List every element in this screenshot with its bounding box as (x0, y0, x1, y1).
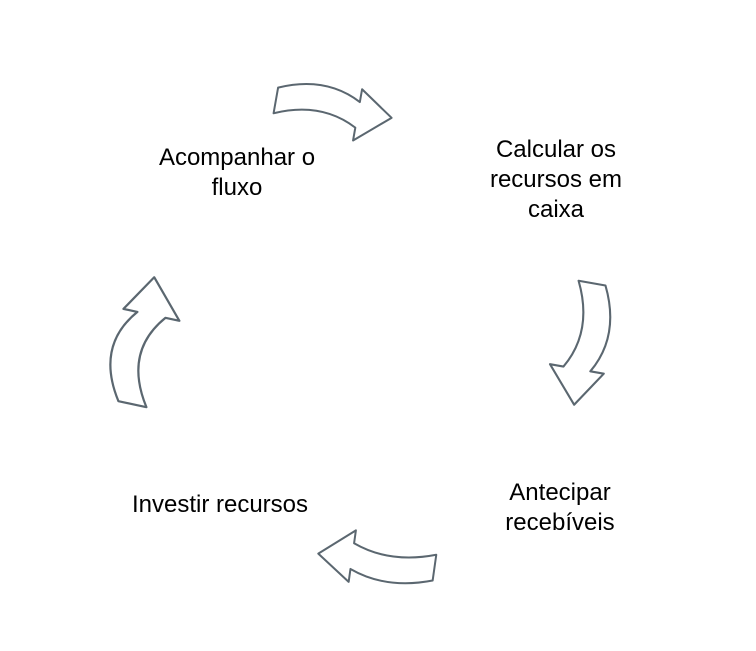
arrow-top-icon (230, 10, 430, 210)
arrow-right-icon (482, 240, 682, 440)
arrow-left-icon (45, 245, 245, 445)
arrow-bottom-icon (280, 460, 480, 651)
node-calcular: Calcular os recursos em caixa (446, 135, 666, 225)
node-antecipar: Antecipar recebíveis (460, 478, 660, 538)
